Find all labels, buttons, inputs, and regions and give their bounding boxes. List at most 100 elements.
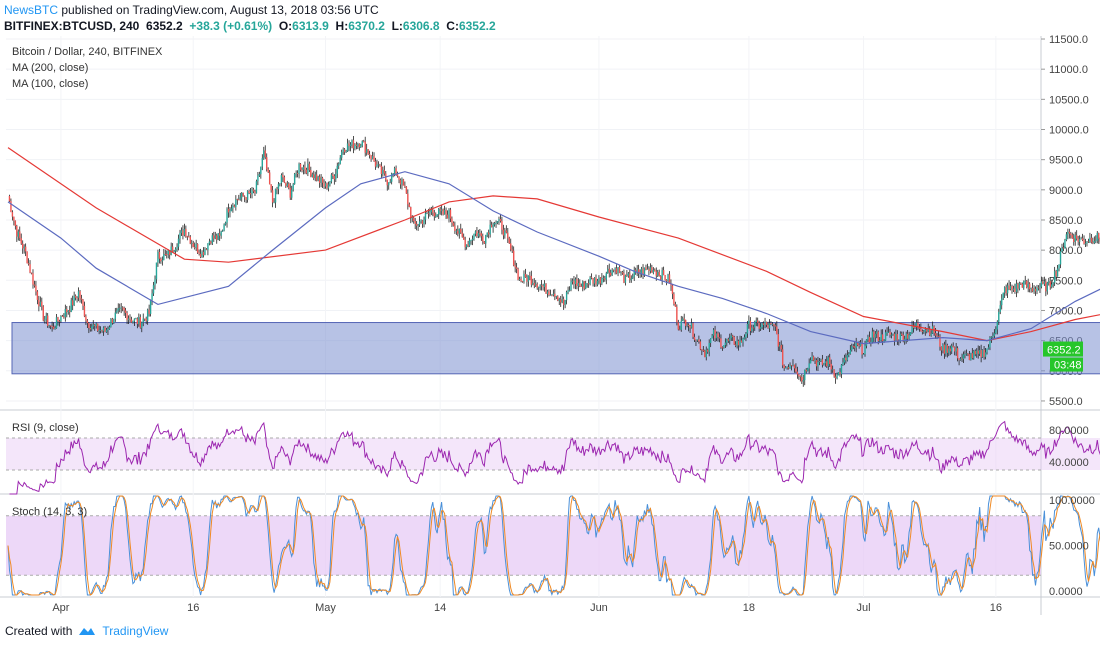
candle-body <box>326 183 328 189</box>
candle-body <box>130 319 133 323</box>
candle-body <box>307 163 309 174</box>
candle-body <box>283 177 286 183</box>
candle-body <box>119 307 121 309</box>
candle-body <box>74 295 77 298</box>
candle-body <box>267 169 269 173</box>
candle-body <box>821 359 824 365</box>
candle-body <box>1058 264 1060 269</box>
candle-body <box>834 376 837 379</box>
candle-body <box>651 267 653 273</box>
stoch-band <box>6 515 1041 576</box>
candle-body <box>352 140 355 149</box>
candle-body <box>73 295 75 306</box>
candle-body <box>771 323 774 325</box>
candle-body <box>148 309 150 314</box>
candle-body <box>790 365 793 367</box>
candle-body <box>981 349 984 358</box>
candle-body <box>990 336 993 338</box>
price-tick-label: 7500.0 <box>1049 275 1083 287</box>
candle-body <box>699 341 702 350</box>
candle-body <box>657 272 659 276</box>
candle-body <box>336 165 338 174</box>
candle-body <box>682 318 684 321</box>
candle-body <box>1017 283 1019 289</box>
candle-body <box>998 311 1000 322</box>
candle-body <box>784 367 787 369</box>
candle-body <box>298 163 300 174</box>
candle-body <box>530 276 533 285</box>
candle-body <box>585 283 587 289</box>
candle-body <box>730 335 732 339</box>
candle-body <box>461 232 463 237</box>
candle-body <box>662 270 665 275</box>
candle-body <box>245 197 247 200</box>
candle-body <box>251 189 253 195</box>
candle-body <box>8 195 11 202</box>
candle-body <box>868 336 871 343</box>
candle-body <box>768 323 771 329</box>
candle-body <box>642 268 644 275</box>
candle-body <box>371 156 374 160</box>
tradingview-link[interactable]: TradingView <box>102 624 169 638</box>
candle-body <box>213 235 215 239</box>
candle-body <box>1048 281 1050 283</box>
candle-body <box>383 169 386 174</box>
tradingview-logo-icon <box>79 628 96 635</box>
stoch-d-line <box>7 495 1100 596</box>
candle-body <box>1026 280 1028 288</box>
candle-body <box>476 231 478 237</box>
candle-body <box>13 216 15 221</box>
candle-body <box>786 367 788 368</box>
candle-body <box>607 268 609 274</box>
candle-body <box>912 325 915 328</box>
candle-body <box>248 191 250 194</box>
candle-body <box>167 250 169 255</box>
candle-body <box>864 345 866 355</box>
time-tick-label: 16 <box>187 602 199 614</box>
candle-body <box>633 269 635 277</box>
price-tick-label: 9000.0 <box>1049 185 1083 197</box>
candle-body <box>499 219 502 221</box>
candle-body <box>446 214 449 219</box>
candle-body <box>970 353 972 361</box>
candle-body <box>338 163 340 166</box>
candle-body <box>820 359 822 362</box>
candle-body <box>324 183 327 187</box>
candle-body <box>693 336 696 340</box>
candle-body <box>276 188 278 190</box>
candle-body <box>543 283 546 288</box>
candle-body <box>99 330 102 331</box>
candle-body <box>501 220 503 230</box>
candle-body <box>413 217 415 222</box>
candle-body <box>993 333 996 336</box>
candle-body <box>258 174 261 176</box>
rsi-tick-label: 80.0000 <box>1049 425 1089 437</box>
candle-body <box>829 357 831 364</box>
candle-body <box>899 333 901 342</box>
candle-body <box>382 169 384 175</box>
candle-body <box>408 204 411 207</box>
candle-body <box>305 169 308 174</box>
candle-body <box>774 325 777 327</box>
candle-body <box>301 169 303 171</box>
candle-body <box>180 230 183 233</box>
candle-body <box>587 283 590 285</box>
candle-body <box>809 360 812 364</box>
candle-body <box>505 230 508 233</box>
candle-body <box>518 278 521 281</box>
candle-body <box>859 343 862 346</box>
candle-body <box>759 327 762 329</box>
candle-body <box>270 184 272 191</box>
candle-body <box>152 285 155 294</box>
candle-body <box>901 333 903 335</box>
candle-body <box>171 246 174 252</box>
candle-body <box>66 309 68 313</box>
candle-body <box>879 340 881 342</box>
candle-body <box>1020 283 1022 284</box>
candle-body <box>395 168 397 175</box>
candle-body <box>448 209 450 219</box>
candle-body <box>740 340 743 343</box>
candle-body <box>611 269 613 276</box>
publisher-name[interactable]: NewsBTC <box>4 3 59 17</box>
